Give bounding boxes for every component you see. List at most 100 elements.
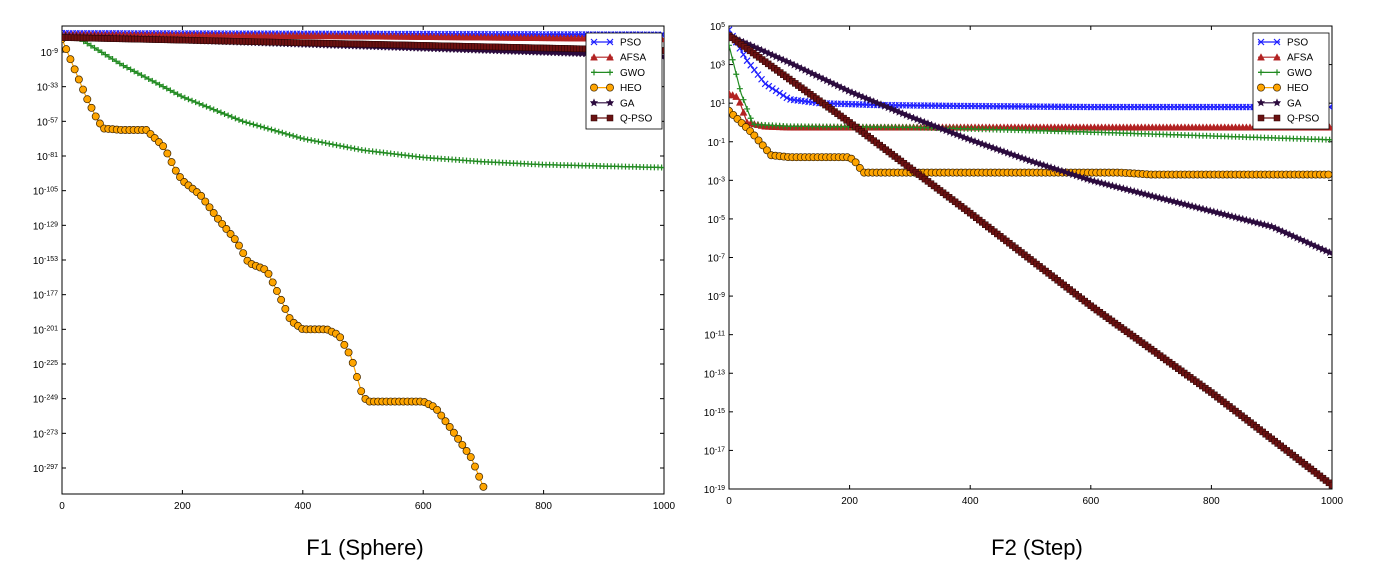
point-heo (458, 440, 467, 449)
legend-label: Q-PSO (1287, 114, 1319, 125)
point-heo (475, 472, 484, 481)
point-heo (239, 249, 248, 258)
point-heo (205, 203, 214, 212)
point-ga (1318, 244, 1327, 254)
point-ga (807, 69, 817, 78)
point-ga (851, 89, 860, 98)
y-tick-label: 10-153 (33, 256, 58, 268)
point-ga (894, 107, 904, 116)
point-ga (938, 124, 947, 133)
point-ga (1299, 236, 1309, 245)
chart-f1-sphere: 0 200 400 600 800 1000 10-9 10-33 10-57 10-81 10-1… (33, 25, 676, 560)
point-heo (348, 358, 357, 367)
x-tick-label: 0 (59, 501, 65, 512)
point-heo (750, 131, 759, 140)
x-tick-label: 0 (726, 496, 732, 507)
point-ga (753, 44, 763, 53)
point-ga (1267, 222, 1277, 231)
point-gwo (134, 70, 141, 77)
chart-title: F2 (Step) (991, 535, 1083, 560)
point-ga (905, 112, 915, 121)
point-ga (1314, 243, 1324, 252)
point-gwo (319, 139, 326, 146)
point-gwo (740, 96, 747, 103)
point-heo (79, 85, 88, 94)
point-pso (747, 61, 755, 69)
point-gwo (210, 106, 217, 113)
y-tick-label: 10-17 (704, 446, 725, 458)
point-ga (898, 109, 908, 118)
legend-label: PSO (620, 38, 641, 49)
point-ga (822, 76, 832, 85)
point-heo (445, 423, 454, 431)
point-gwo (301, 135, 308, 142)
legend-marker (1272, 98, 1282, 107)
legend-marker (590, 83, 598, 92)
point-gwo (729, 56, 736, 63)
legend-marker (606, 83, 614, 92)
point-gwo (744, 105, 751, 112)
legend-entry-ga: GA (1256, 98, 1302, 109)
point-ga (945, 127, 955, 136)
point-gwo (167, 87, 174, 94)
point-gwo (261, 124, 268, 131)
point-gwo (160, 83, 167, 90)
point-ga (746, 40, 756, 50)
point-pso (754, 71, 762, 79)
point-heo (201, 197, 210, 206)
y-tick-label: 10-7 (708, 253, 725, 265)
point-gwo (235, 116, 242, 123)
point-gwo (736, 85, 743, 92)
point-gwo (87, 42, 94, 49)
legend-label: GA (1287, 98, 1302, 109)
point-ga (901, 110, 911, 119)
point-gwo (275, 128, 282, 135)
point-ga (818, 74, 828, 83)
point-gwo (174, 91, 181, 98)
legend-marker (605, 98, 615, 107)
legend-label: HEO (1287, 83, 1309, 94)
point-pso (768, 85, 776, 92)
point-gwo (322, 140, 329, 147)
point-pso (779, 92, 787, 99)
point-gwo (308, 137, 315, 144)
point-heo (437, 411, 446, 420)
point-heo (754, 136, 763, 145)
point-gwo (315, 138, 322, 145)
point-heo (336, 333, 345, 342)
y-tick-label: 10-3 (708, 176, 725, 188)
legend-marker (1273, 114, 1281, 122)
point-heo (268, 278, 277, 287)
point-gwo (170, 89, 177, 96)
point-heo (230, 235, 239, 244)
point-gwo (304, 136, 311, 143)
point-ga (844, 86, 853, 95)
point-ga (1289, 231, 1298, 241)
y-tick-label: 10-105 (33, 186, 58, 198)
point-gwo (257, 123, 264, 130)
point-heo (70, 65, 79, 74)
point-gwo (747, 115, 754, 122)
legend-marker (606, 114, 614, 122)
point-ga (854, 91, 864, 100)
point-ga (778, 55, 788, 64)
point-ga (840, 84, 850, 93)
series-layer (729, 26, 1332, 489)
point-gwo (329, 141, 336, 148)
point-ga (782, 57, 792, 66)
y-tick-label: 10-9 (41, 48, 58, 60)
point-heo (226, 230, 235, 238)
point-gwo (221, 110, 228, 117)
legend-marker (1257, 53, 1265, 61)
point-heo (264, 269, 273, 278)
point-gwo (95, 47, 102, 54)
x-tick-label: 1000 (1321, 496, 1344, 507)
point-pso (743, 57, 751, 65)
y-tick-label: 10-11 (704, 330, 725, 342)
series-heo (729, 106, 1332, 179)
y-tick-label: 10-9 (708, 292, 725, 304)
legend-marker (591, 69, 597, 76)
point-ga (891, 106, 900, 115)
point-ga (749, 42, 759, 51)
point-ga (927, 120, 936, 129)
